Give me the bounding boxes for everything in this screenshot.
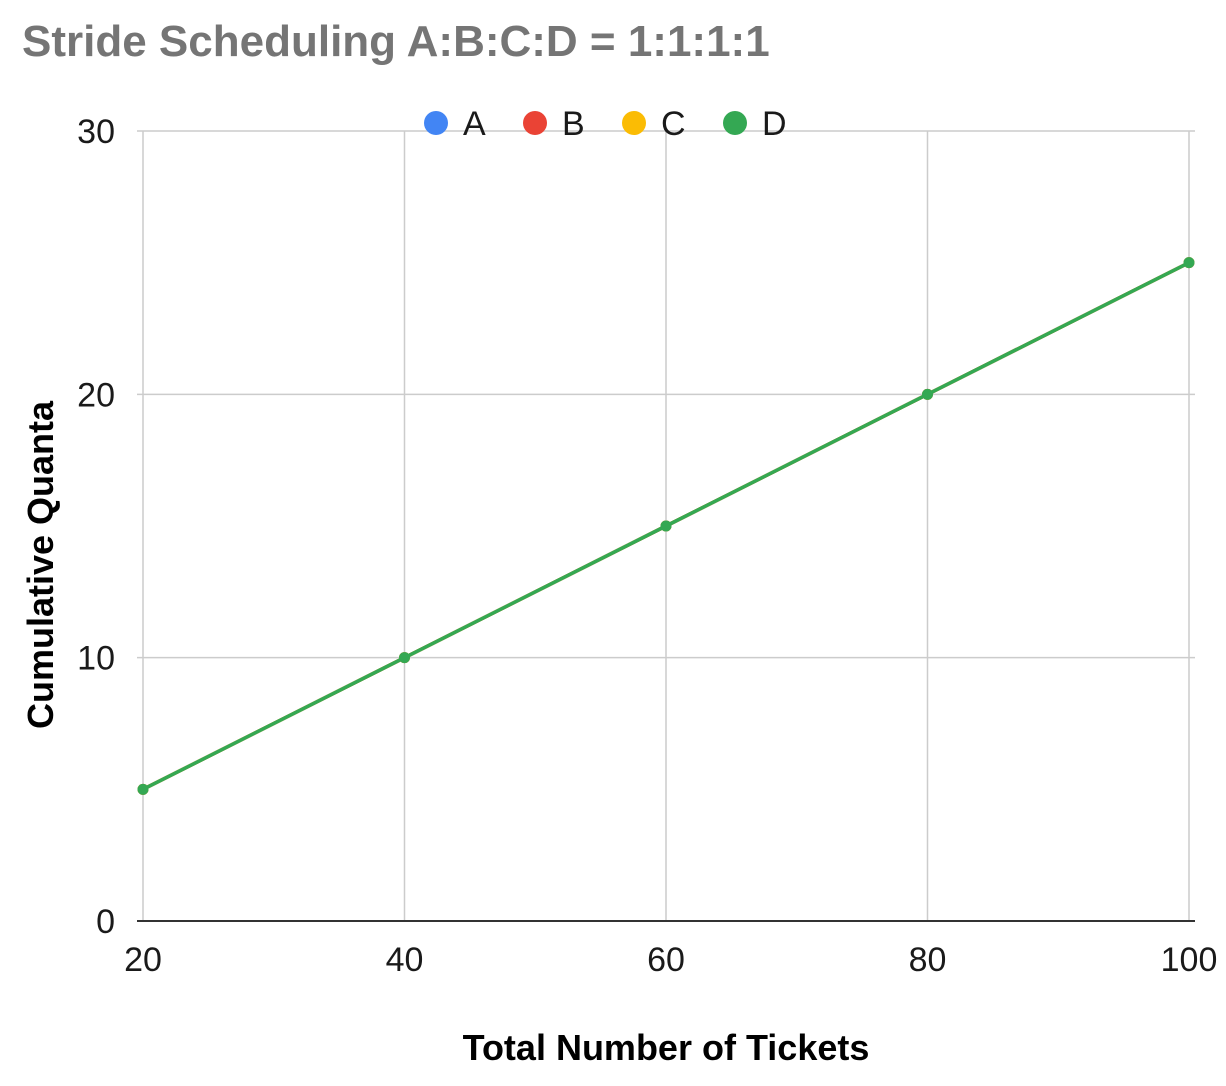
legend-label-d: D <box>762 105 787 143</box>
x-tick-label: 40 <box>386 941 424 979</box>
data-point-d[interactable] <box>922 388 933 400</box>
series-d <box>137 257 1195 795</box>
y-tick-labels: 0 10 20 30 <box>77 113 115 941</box>
legend-item-a[interactable]: A <box>424 105 486 143</box>
legend-item-d[interactable]: D <box>723 105 787 143</box>
series-lines <box>137 257 1195 795</box>
y-tick-label: 0 <box>96 903 115 941</box>
legend-label-c: C <box>661 105 686 143</box>
data-point-d[interactable] <box>399 652 410 664</box>
x-tick-label: 20 <box>124 941 162 979</box>
legend-marker-c <box>622 111 646 135</box>
data-point-d[interactable] <box>1183 257 1195 269</box>
y-tick-label: 20 <box>77 376 115 414</box>
data-point-d[interactable] <box>137 783 149 795</box>
y-axis-title: Cumulative Quanta <box>20 400 61 729</box>
legend-label-a: A <box>463 105 486 143</box>
legend-marker-a <box>424 111 448 135</box>
y-tick-label: 30 <box>77 113 115 151</box>
x-tick-label: 80 <box>909 941 947 979</box>
x-tick-label: 60 <box>647 941 685 979</box>
legend-label-b: B <box>562 105 585 143</box>
legend-item-b[interactable]: B <box>523 105 585 143</box>
legend: A B C D <box>424 105 787 143</box>
chart-title: Stride Scheduling A:B:C:D = 1:1:1:1 <box>22 17 770 66</box>
legend-marker-b <box>523 111 547 135</box>
data-point-d[interactable] <box>660 520 672 532</box>
legend-marker-d <box>723 111 747 135</box>
x-tick-labels: 20 40 60 80 100 <box>124 941 1217 979</box>
legend-item-c[interactable]: C <box>622 105 686 143</box>
x-tick-label: 100 <box>1161 941 1218 979</box>
y-tick-label: 10 <box>77 640 115 678</box>
x-axis-title: Total Number of Tickets <box>463 1027 870 1068</box>
